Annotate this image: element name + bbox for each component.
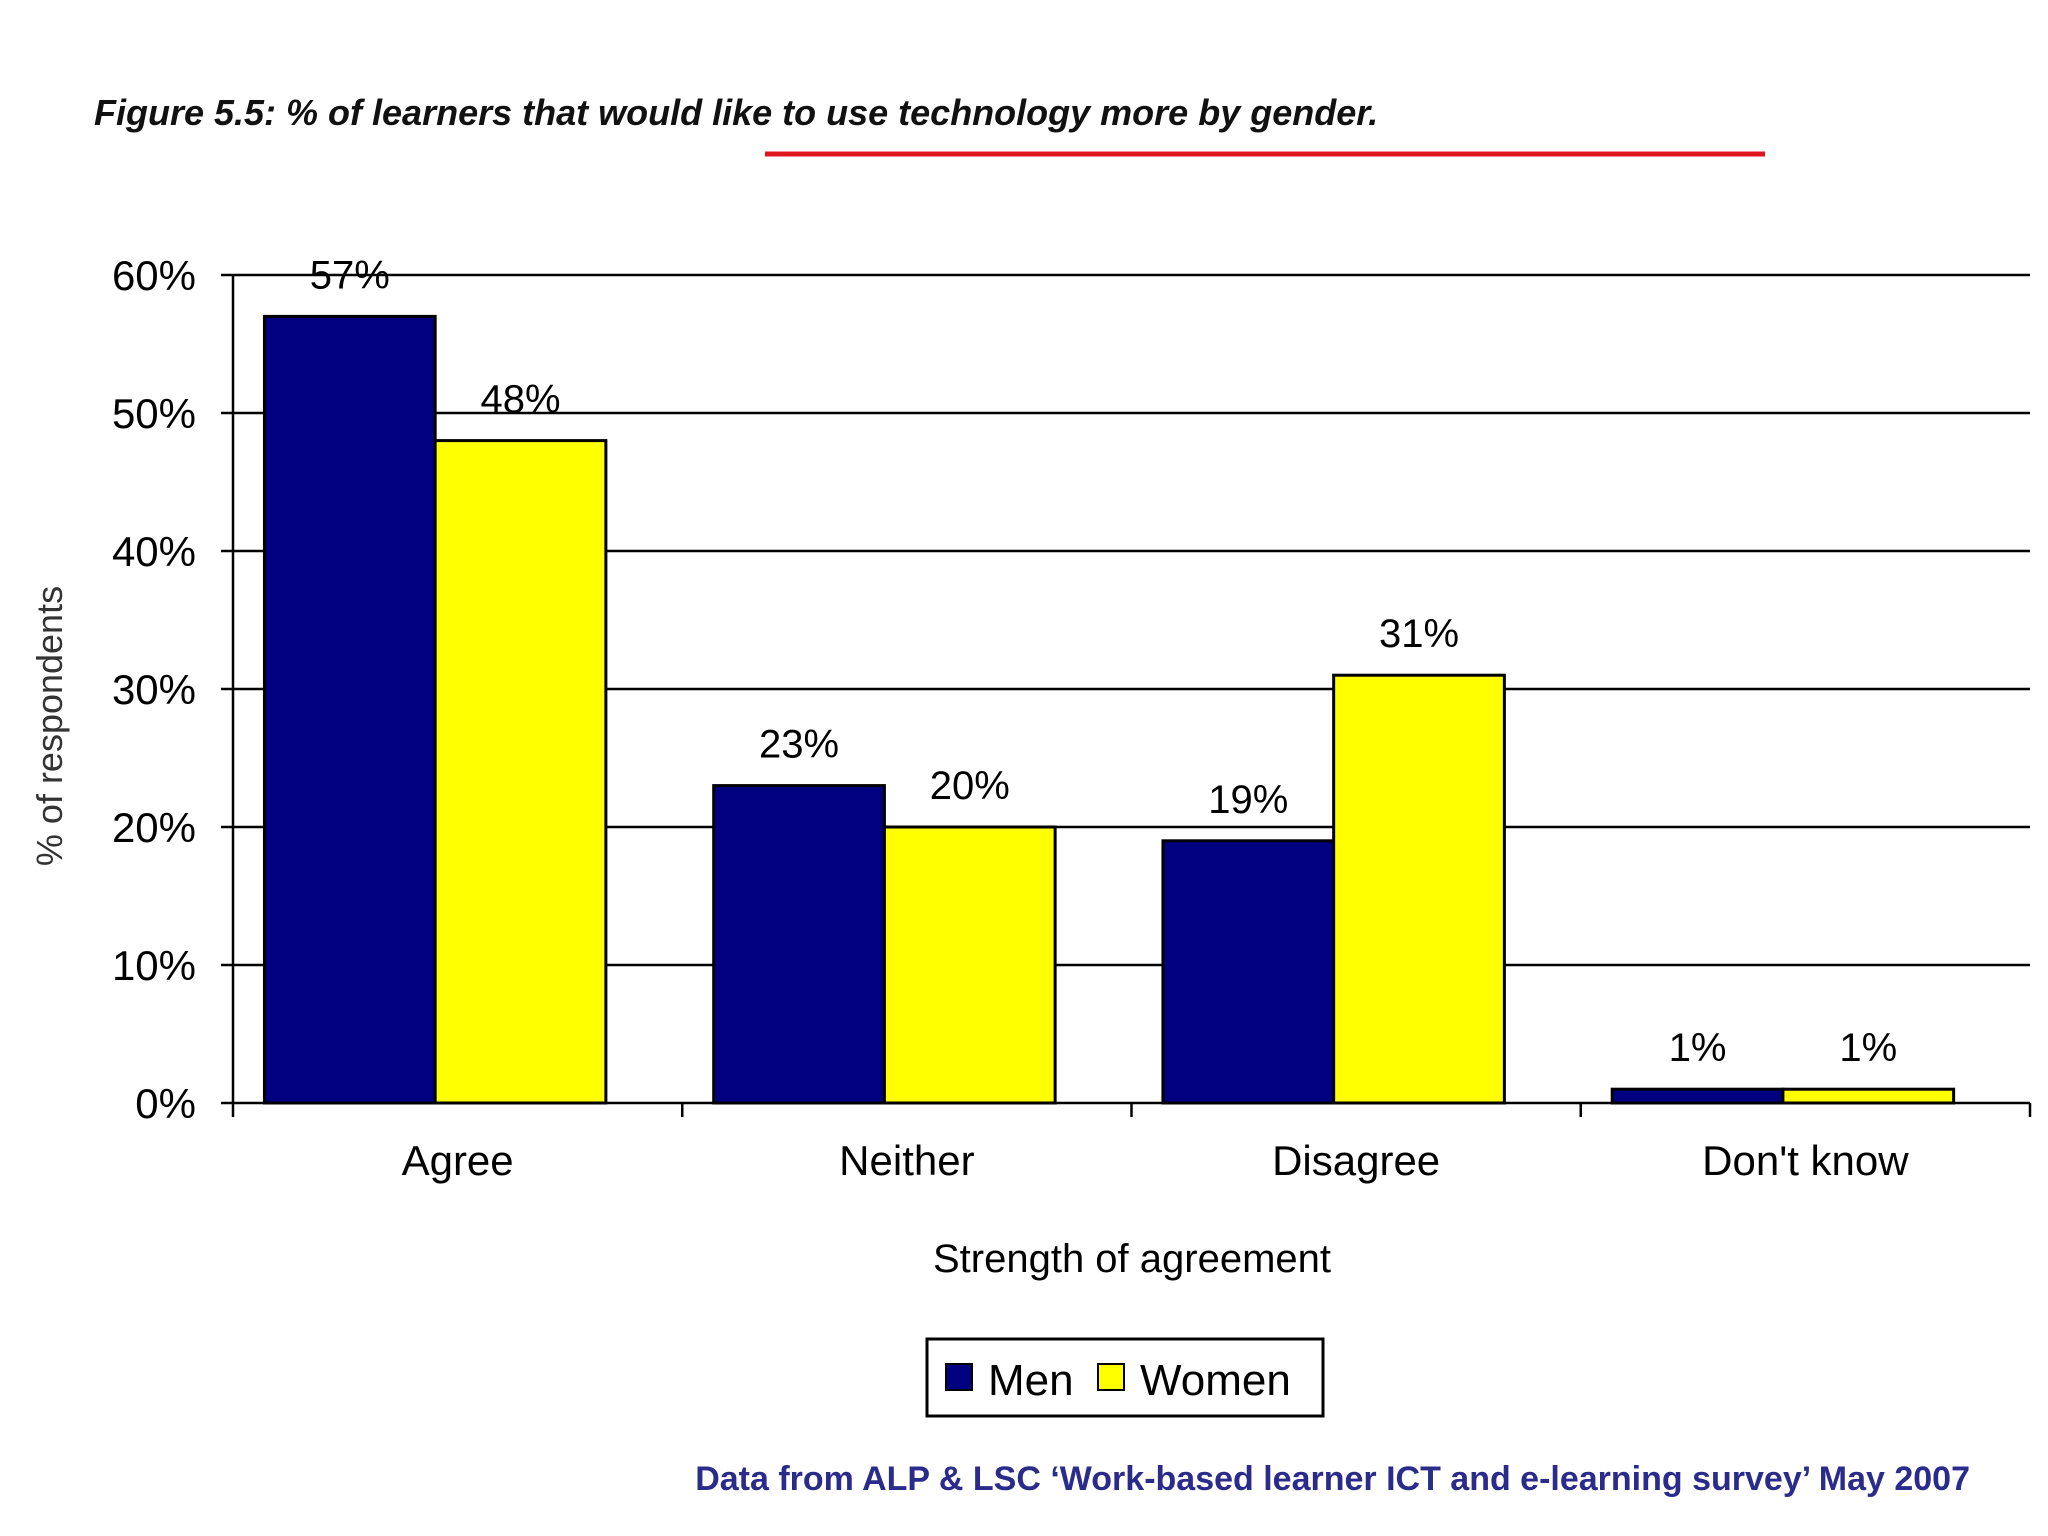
y-tick-label: 40% [112, 528, 196, 575]
legend: Men Women [925, 1337, 1325, 1418]
data-label-men: 19% [1208, 778, 1288, 822]
bar-women [882, 825, 1057, 1105]
chart-title: Figure 5.5: % of learners that would lik… [94, 92, 1378, 133]
bar-women [433, 439, 608, 1105]
y-tick-label: 30% [112, 666, 196, 713]
data-labels: 57% 48% 23% 20% 19% 31% 1% 1% [310, 253, 1897, 1070]
data-label-women: 48% [480, 378, 560, 422]
bars [262, 314, 1956, 1105]
x-category-label: Don't know [1702, 1137, 1909, 1184]
bar-men [262, 314, 437, 1105]
y-tick-label: 50% [112, 390, 196, 437]
bar-men [1161, 839, 1336, 1105]
data-label-women: 20% [930, 764, 1010, 808]
source-note: Data from ALP & LSC ‘Work-based learner … [695, 1460, 1970, 1498]
x-axis [231, 275, 2032, 1117]
bar-women [1781, 1087, 1956, 1105]
data-label-women: 31% [1379, 612, 1459, 656]
bar-men [712, 784, 886, 1105]
x-category-label: Agree [402, 1137, 514, 1184]
data-label-men: 1% [1669, 1026, 1727, 1070]
legend-label-women: Women [1140, 1356, 1291, 1405]
x-axis-title: Strength of agreement [933, 1237, 1331, 1281]
bar-women [1332, 673, 1506, 1105]
data-label-women: 1% [1839, 1026, 1897, 1070]
y-tick-label: 10% [112, 942, 196, 989]
category-labels: Agree Neither Disagree Don't know [402, 1137, 1910, 1184]
y-axis-ticks: 0% 10% 20% 30% 40% 50% 60% [112, 252, 233, 1127]
legend-swatch-men [945, 1363, 973, 1391]
y-tick-label: 20% [112, 804, 196, 851]
y-axis-title: % of respondents [29, 586, 70, 866]
x-category-label: Disagree [1272, 1137, 1440, 1184]
data-label-men: 57% [310, 253, 390, 297]
legend-swatch-women [1097, 1363, 1125, 1391]
x-category-label: Neither [839, 1137, 974, 1184]
bar-men [1610, 1087, 1785, 1105]
y-tick-label: 60% [112, 252, 196, 299]
data-label-men: 23% [759, 723, 839, 767]
legend-label-men: Men [988, 1356, 1074, 1405]
y-tick-label: 0% [135, 1080, 196, 1127]
